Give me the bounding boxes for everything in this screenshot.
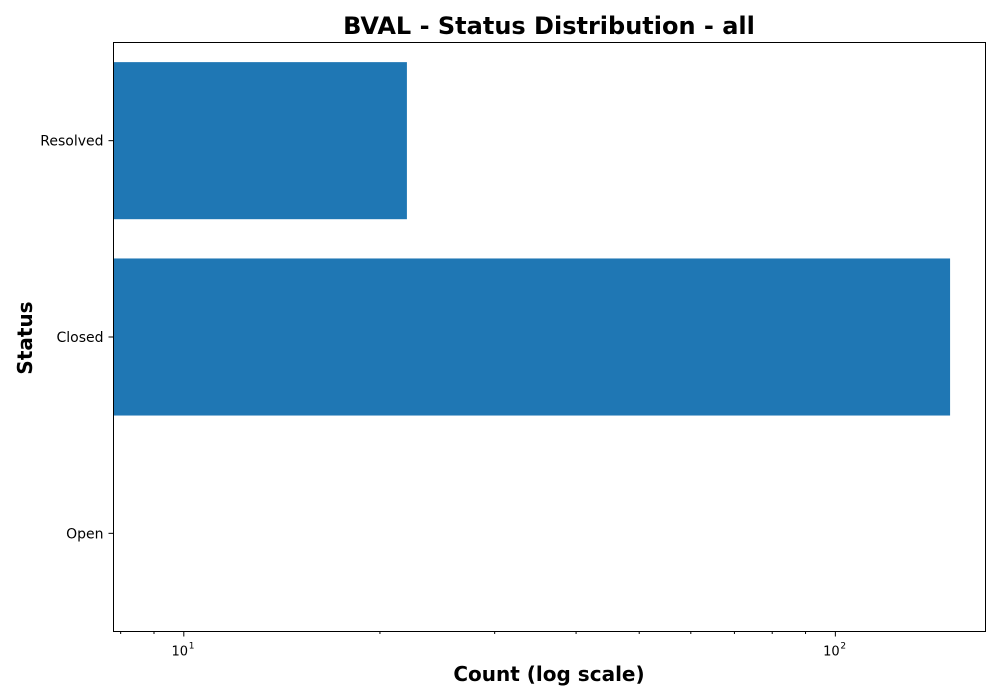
x-tick-label: 10	[823, 645, 840, 660]
y-tick-label-closed: Closed	[56, 330, 103, 346]
x-axis: 10 1 10 2	[120, 631, 846, 660]
bar-resolved	[113, 62, 407, 220]
chart-title: BVAL - Status Distribution - all	[343, 12, 755, 40]
bar-closed	[113, 258, 951, 416]
x-tick-label-exponent: 1	[189, 642, 195, 652]
x-tick-label-exponent: 2	[840, 642, 846, 652]
x-tick-label: 10	[172, 645, 189, 660]
y-tick-label-open: Open	[66, 526, 103, 542]
x-axis-label: Count (log scale)	[453, 662, 644, 686]
y-axis-label: Status	[13, 301, 37, 374]
y-axis: Resolved Closed Open	[40, 134, 114, 542]
bars-group	[113, 62, 951, 416]
y-tick-label-resolved: Resolved	[40, 134, 103, 150]
